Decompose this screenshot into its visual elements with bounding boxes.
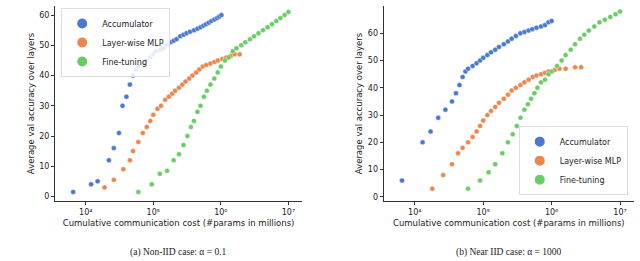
svg-text:50: 50	[39, 41, 49, 50]
svg-text:10: 10	[39, 162, 49, 171]
svg-text:10⁷: 10⁷	[282, 208, 295, 217]
svg-text:10⁷: 10⁷	[613, 208, 626, 217]
svg-text:(b) Near IID case: α = 1000: (b) Near IID case: α = 1000	[456, 247, 562, 258]
svg-text:10⁵: 10⁵	[147, 208, 160, 217]
svg-text:Fine-tuning: Fine-tuning	[560, 176, 605, 185]
svg-text:Cumulative communication cost: Cumulative communication cost (#params i…	[63, 218, 295, 228]
svg-text:10: 10	[368, 165, 378, 174]
svg-text:60: 60	[368, 29, 378, 38]
svg-text:Fine-tuning: Fine-tuning	[102, 58, 147, 67]
svg-text:Layer-wise MLP: Layer-wise MLP	[102, 39, 163, 48]
svg-text:Accumulator: Accumulator	[560, 138, 611, 147]
svg-text:0: 0	[373, 193, 378, 202]
svg-text:Cumulative communication cost: Cumulative communication cost (#params i…	[393, 218, 625, 228]
svg-text:10⁶: 10⁶	[214, 208, 227, 217]
svg-text:10⁴: 10⁴	[79, 208, 92, 217]
svg-text:Average val accuracy over laye: Average val accuracy over layers	[354, 32, 364, 174]
svg-text:Accumulator: Accumulator	[102, 20, 153, 29]
svg-text:40: 40	[39, 71, 49, 80]
svg-text:10⁶: 10⁶	[545, 208, 558, 217]
svg-text:Average val accuracy over laye: Average val accuracy over layers	[26, 32, 36, 174]
svg-text:20: 20	[39, 132, 49, 141]
svg-text:60: 60	[39, 11, 49, 20]
svg-text:0: 0	[44, 192, 49, 201]
svg-text:30: 30	[39, 102, 49, 111]
svg-text:(a) Non-IID case: α = 0.1: (a) Non-IID case: α = 0.1	[130, 247, 227, 258]
svg-text:10⁴: 10⁴	[408, 208, 421, 217]
svg-text:30: 30	[368, 111, 378, 120]
svg-text:10⁵: 10⁵	[477, 208, 490, 217]
svg-text:20: 20	[368, 138, 378, 147]
svg-text:40: 40	[368, 84, 378, 93]
svg-text:50: 50	[368, 56, 378, 65]
svg-text:Layer-wise MLP: Layer-wise MLP	[560, 157, 621, 166]
